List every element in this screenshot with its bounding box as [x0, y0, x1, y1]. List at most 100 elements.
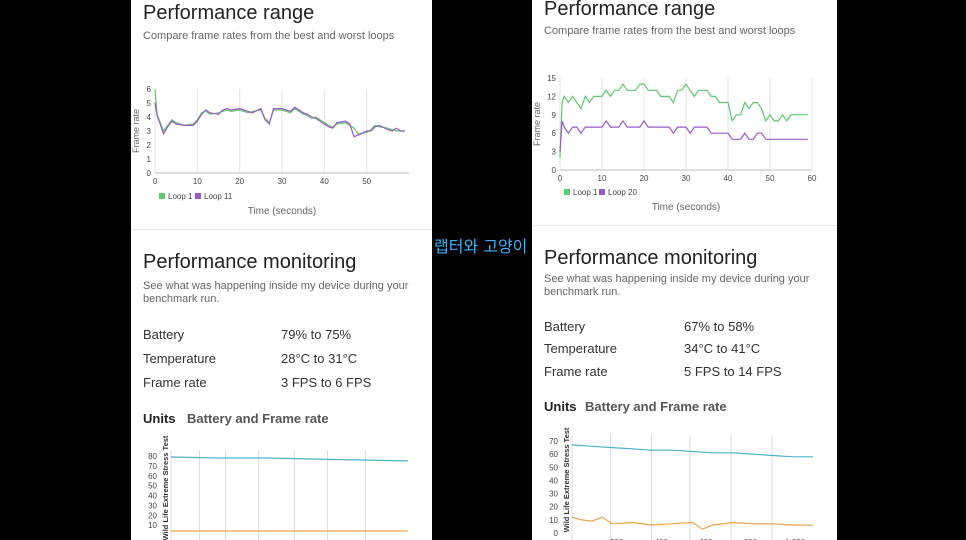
- legend-swatch: [599, 189, 605, 195]
- temperature-label: Temperature: [544, 341, 617, 356]
- x-tick-label: 0: [558, 174, 563, 183]
- y-tick-label: 2: [147, 141, 152, 150]
- y-tick-label: 3: [552, 148, 557, 157]
- units-dropdown[interactable]: Battery and Frame rate: [187, 411, 329, 426]
- x-tick-label: 1,000: [785, 538, 806, 540]
- y-tick-label: 20: [549, 503, 558, 512]
- x-tick-label: 60: [808, 174, 817, 183]
- temperature-value: 28°C to 31°C: [281, 351, 358, 366]
- x-tick-label: 400: [655, 538, 669, 540]
- y-tick-label: 3: [147, 127, 152, 136]
- y-tick-label: 6: [147, 85, 152, 94]
- x-tick-label: 50: [766, 174, 775, 183]
- x-tick-label: 40: [724, 174, 733, 183]
- y-tick-label: 40: [549, 476, 558, 485]
- legend-label: Loop 11: [204, 192, 233, 201]
- series-line-loop-20: [559, 119, 808, 152]
- battery-label: Battery: [143, 327, 185, 342]
- y-tick-label: 70: [549, 437, 558, 446]
- units-label: Units: [544, 399, 577, 414]
- y-tick-label: 5: [147, 99, 152, 108]
- x-tick-label: 20: [640, 174, 649, 183]
- y-axis-label: Wild Life Extreme Stress Test: [161, 435, 170, 540]
- y-tick-label: 70: [148, 462, 157, 471]
- performance-monitoring-subtitle: See what was happening inside my device …: [143, 280, 409, 305]
- frame-rate-value: 5 FPS to 14 FPS: [684, 364, 782, 379]
- performance-range-title: Performance range: [143, 2, 315, 24]
- x-tick-label: 30: [682, 174, 691, 183]
- y-tick-label: 10: [148, 521, 157, 530]
- y-axis-label: Frame rate: [131, 109, 141, 153]
- x-tick-label: 200: [610, 538, 624, 540]
- frame-rate-value: 3 FPS to 6 FPS: [281, 375, 372, 390]
- y-tick-label: 1: [147, 155, 152, 164]
- y-tick-label: 0: [147, 169, 152, 178]
- y-axis-label: Frame rate: [532, 102, 542, 146]
- y-tick-label: 9: [552, 111, 557, 120]
- x-axis-label: Time (seconds): [652, 202, 721, 213]
- y-tick-label: 50: [148, 482, 157, 491]
- temperature-label: Temperature: [143, 351, 216, 366]
- battery-value: 67% to 58%: [684, 319, 755, 334]
- section-divider: [532, 225, 837, 226]
- legend-swatch: [564, 189, 570, 195]
- performance-monitoring-title: Performance monitoring: [143, 251, 357, 273]
- frame-rate-label: Frame rate: [143, 375, 207, 390]
- performance-monitoring-subtitle: See what was happening inside my device …: [544, 273, 810, 298]
- y-tick-label: 0: [552, 166, 557, 175]
- y-tick-label: 60: [148, 472, 157, 481]
- left-range-chart: 0 10 20 30 40 50 0 1 2 3 4 5 6 Loop 1 Loop 11 Frame rat…: [131, 85, 409, 217]
- y-tick-label: 0: [554, 529, 559, 538]
- x-tick-label: 10: [598, 174, 607, 183]
- right-result-panel: Performance range Compare frame rates fr…: [532, 0, 837, 540]
- series-line-frame-rate: [571, 516, 813, 530]
- x-tick-label: 50: [362, 177, 371, 186]
- frame-rate-label: Frame rate: [544, 364, 608, 379]
- series-line-battery: [571, 444, 813, 458]
- y-tick-label: 60: [549, 450, 558, 459]
- units-dropdown[interactable]: Battery and Frame rate: [585, 399, 727, 414]
- performance-range-subtitle: Compare frame rates from the best and wo…: [544, 25, 796, 37]
- x-tick-label: 30: [278, 177, 287, 186]
- y-tick-label: 15: [547, 74, 556, 83]
- left-result-panel: Performance range Compare frame rates fr…: [131, 0, 432, 540]
- series-line-battery: [170, 456, 409, 462]
- x-tick-label: 10: [193, 177, 202, 186]
- performance-range-title: Performance range: [544, 0, 716, 20]
- legend-label: Loop 1: [168, 192, 193, 201]
- watermark-text: 랩터와 고양이: [434, 237, 528, 256]
- y-tick-label: 30: [148, 501, 157, 510]
- performance-monitoring-title: Performance monitoring: [544, 247, 758, 269]
- y-tick-label: 10: [549, 516, 558, 525]
- y-tick-label: 50: [549, 463, 558, 472]
- x-tick-label: 0: [153, 177, 158, 186]
- section-divider: [131, 229, 432, 230]
- y-tick-label: 30: [549, 490, 558, 499]
- y-tick-label: 80: [148, 452, 157, 461]
- x-axis-label: Time (seconds): [248, 206, 317, 217]
- y-tick-label: 40: [148, 492, 157, 501]
- temperature-value: 34°C to 41°C: [684, 341, 761, 356]
- performance-range-subtitle: Compare frame rates from the best and wo…: [143, 30, 395, 42]
- battery-value: 79% to 75%: [281, 327, 352, 342]
- battery-label: Battery: [544, 319, 586, 334]
- units-label: Units: [143, 411, 176, 426]
- series-line-loop-11: [154, 102, 405, 138]
- legend-label: Loop 1: [573, 188, 598, 197]
- y-axis-label: Wild Life Extreme Stress Test: [562, 427, 571, 532]
- y-tick-label: 6: [552, 129, 557, 138]
- legend-swatch: [159, 193, 165, 199]
- right-monitoring-chart: 0 10 20 30 40 50 60 70 Wild Life Extreme Stress …: [549, 427, 813, 540]
- y-tick-label: 12: [547, 92, 556, 101]
- legend-swatch: [195, 193, 201, 199]
- x-tick-label: 20: [235, 177, 244, 186]
- series-line-loop-1: [154, 88, 405, 135]
- x-tick-label: 40: [320, 177, 329, 186]
- series-line-loop-1: [559, 83, 808, 158]
- y-tick-label: 20: [148, 511, 157, 520]
- x-tick-label: 600: [699, 538, 713, 540]
- legend-label: Loop 20: [608, 188, 637, 197]
- y-tick-label: 4: [147, 113, 152, 122]
- x-tick-label: 800: [744, 538, 758, 540]
